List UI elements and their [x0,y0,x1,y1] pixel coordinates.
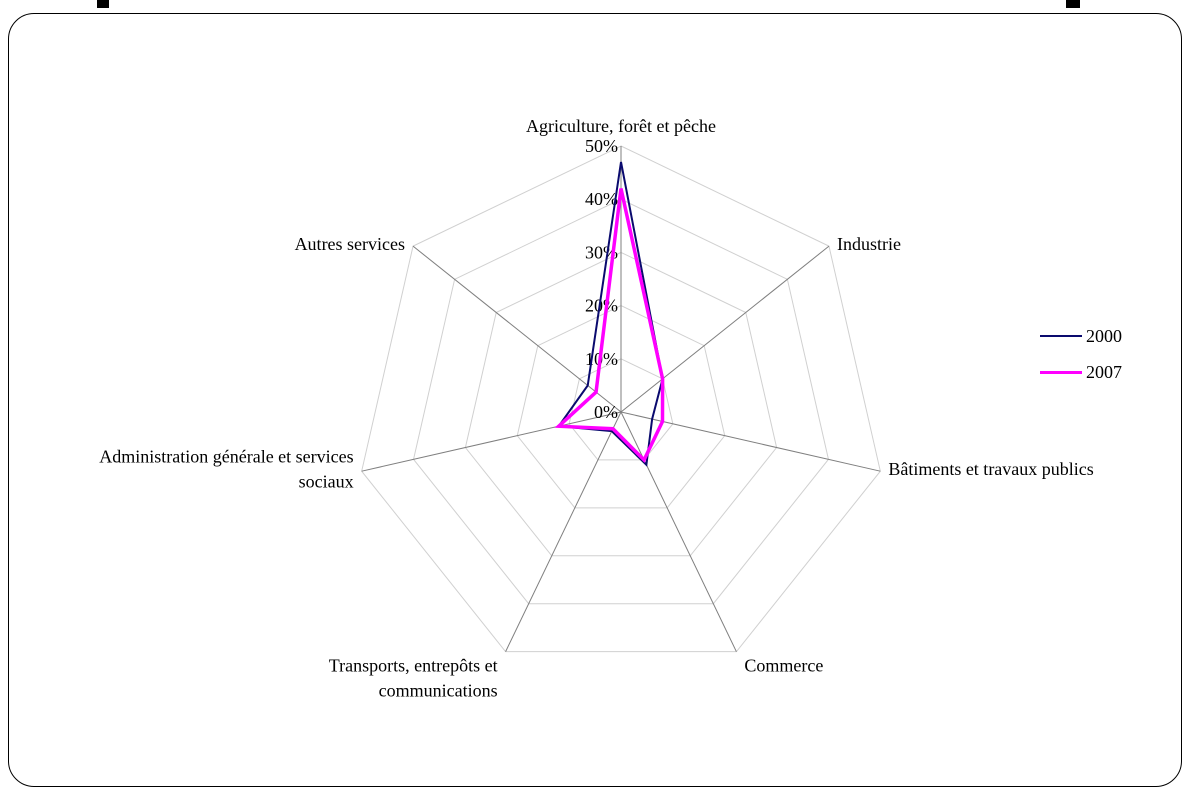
series-lines [554,161,665,467]
tick-label: 20% [585,296,618,316]
axis-spoke [361,411,622,472]
category-label: Bâtiments et travaux publics [888,459,1093,479]
axis-spoke [620,411,737,652]
grid-ring [464,251,778,557]
legend-label: 2007 [1086,361,1122,382]
radial-tick-labels: 0%10%20%30%40%50% [585,136,618,422]
grid-ring [516,305,726,509]
category-label: Commerce [744,656,823,676]
category-label: communications [379,681,498,701]
legend-item-2000: 2000 [1040,318,1122,354]
chart-frame [8,13,1182,787]
category-label: Agriculture, forêt et pêche [526,116,716,136]
legend-label: 2000 [1086,325,1122,346]
legend-swatch [1040,335,1082,337]
tick-label: 50% [585,136,618,156]
radar-grid [361,145,881,653]
grid-ring [412,198,830,605]
category-label: Industrie [837,234,901,254]
grid-ring [361,145,881,653]
legend-item-2007: 2007 [1040,354,1122,390]
tick-label: 40% [585,189,618,209]
axis-spoke [412,245,622,413]
category-label: Transports, entrepôts et [329,656,498,676]
legend: 2000 2007 [1040,318,1122,390]
axis-spoke [620,245,830,413]
axis-spoke [620,411,881,472]
axis-spoke [505,411,622,652]
tick-label: 30% [585,242,618,262]
series-line-2007 [554,188,665,463]
category-label: sociaux [299,472,354,492]
category-label: Autres services [295,234,405,254]
tick-label: 0% [594,402,618,422]
title-strip [0,0,1190,10]
category-label: Administration générale et services [99,447,353,467]
category-labels: Agriculture, forêt et pêche Industrie Bâti… [99,116,1094,701]
legend-swatch [1040,370,1082,374]
